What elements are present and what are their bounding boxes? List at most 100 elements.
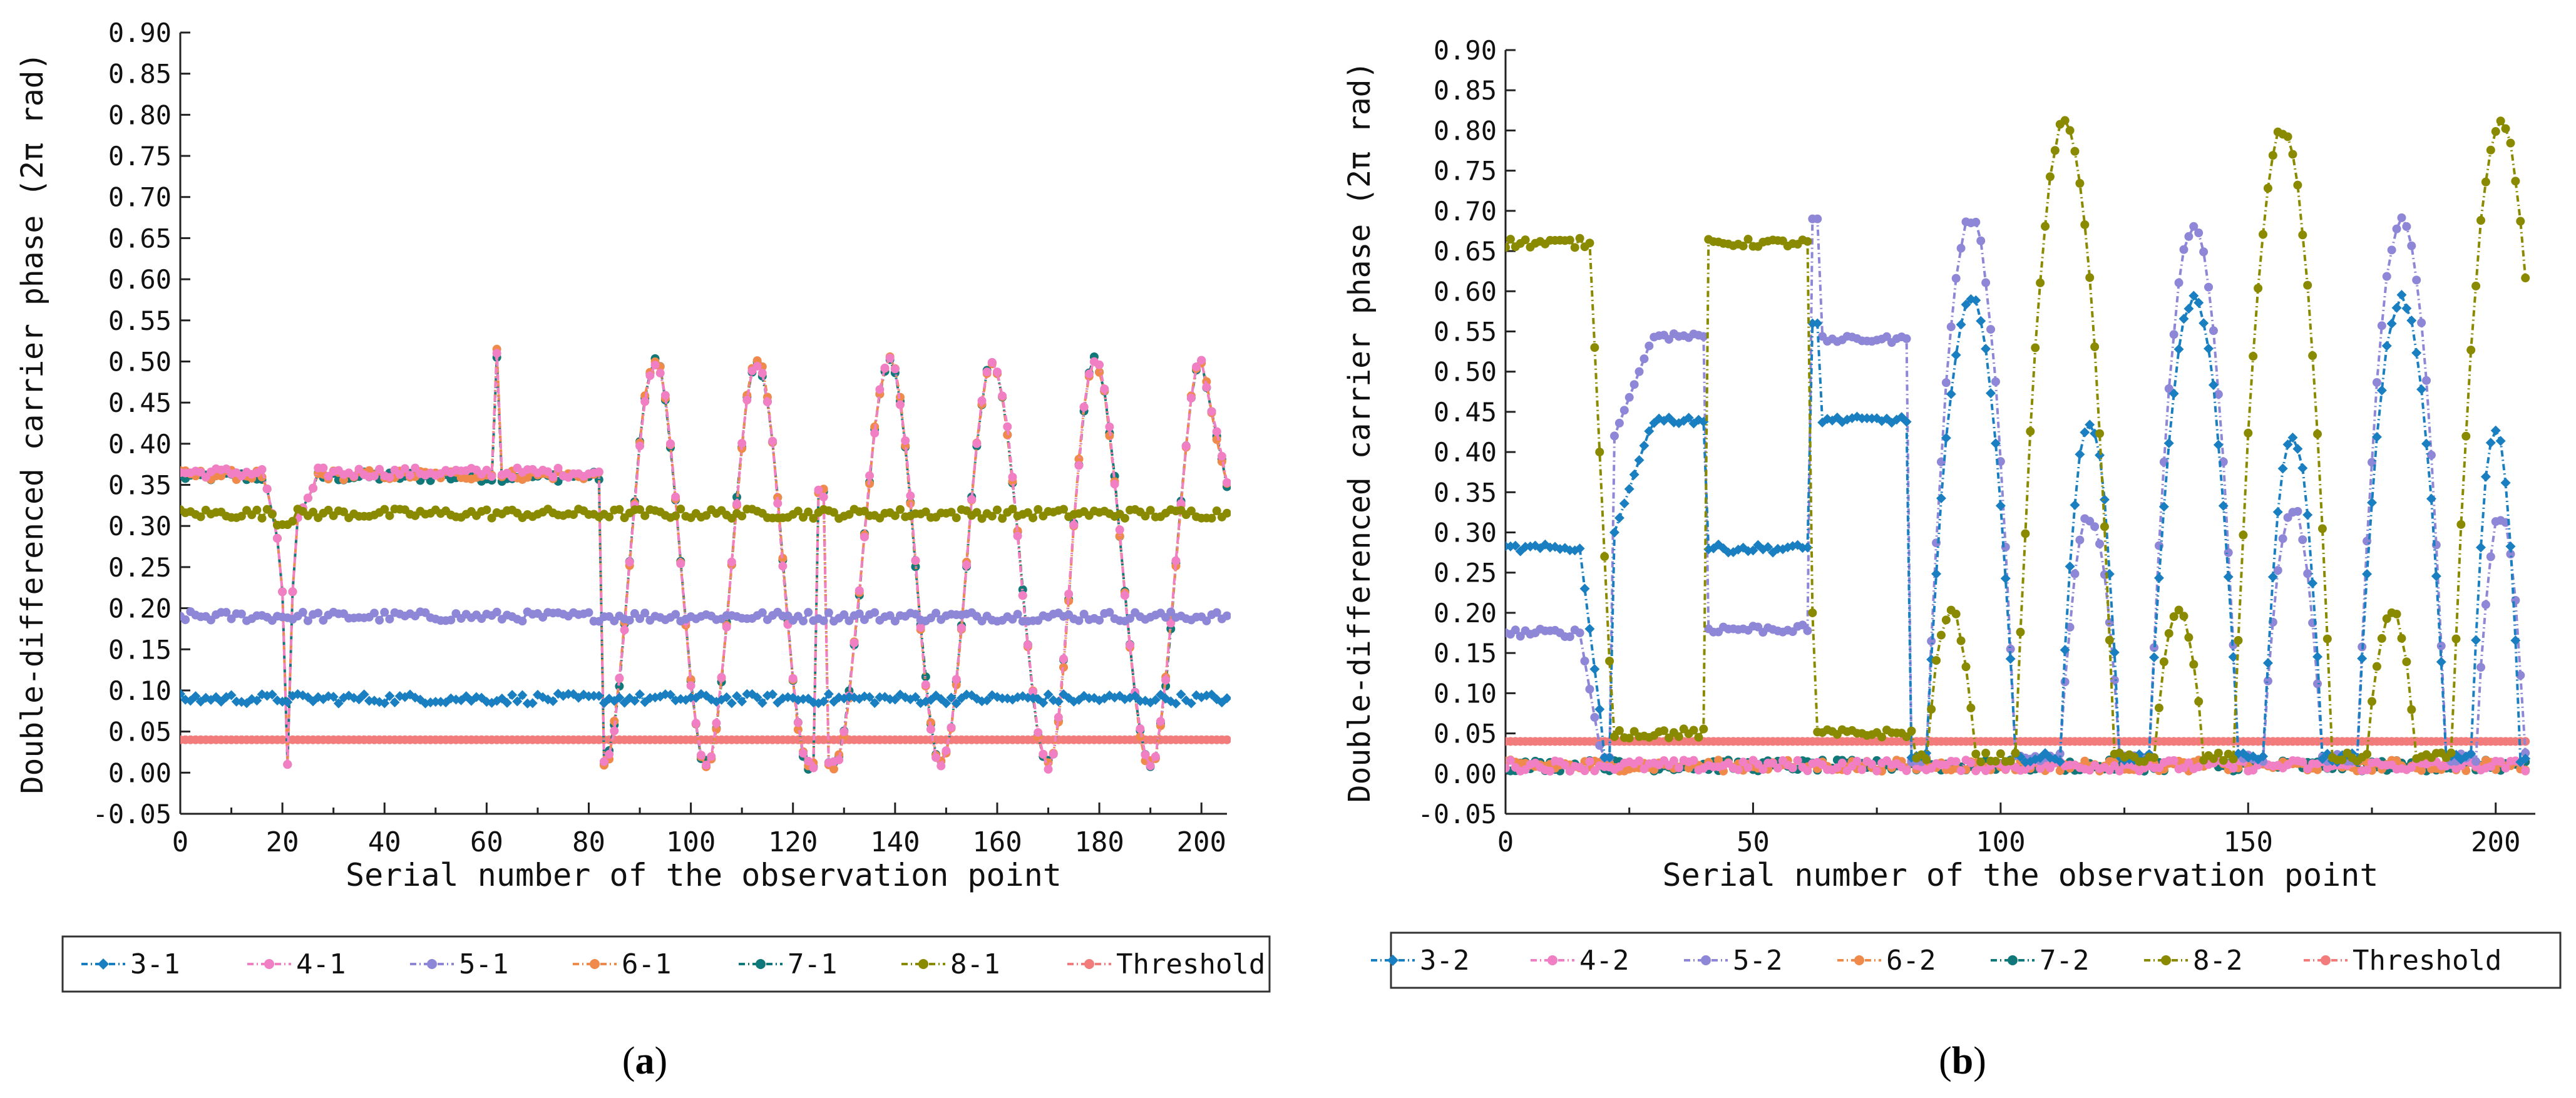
data-point — [2199, 247, 2209, 257]
data-point — [885, 611, 895, 620]
data-point — [2367, 497, 2378, 508]
data-point — [793, 506, 803, 516]
data-point — [588, 690, 599, 701]
y-tick-label: -0.05 — [93, 799, 172, 829]
data-point — [1590, 343, 1599, 352]
data-point — [2417, 318, 2426, 327]
series-5-1 — [180, 607, 1231, 626]
data-point — [640, 511, 650, 520]
data-point — [1186, 506, 1196, 516]
data-point — [1506, 243, 1510, 252]
data-point — [584, 608, 593, 617]
data-point — [737, 439, 747, 448]
data-point — [2153, 573, 2164, 583]
series-4-1 — [180, 349, 1231, 774]
data-point — [1565, 235, 1574, 245]
data-point — [1584, 623, 1595, 634]
data-point — [2407, 705, 2416, 714]
data-point — [2189, 222, 2199, 231]
y-tick-label: 0.45 — [108, 387, 172, 418]
data-point — [411, 463, 420, 473]
data-point — [2431, 571, 2441, 582]
data-point — [1018, 591, 1027, 600]
data-point — [2085, 273, 2095, 282]
data-point — [757, 369, 767, 378]
data-point — [1575, 233, 1584, 243]
data-point — [1803, 626, 1812, 635]
data-point — [319, 463, 328, 473]
data-point — [2363, 765, 2372, 774]
data-point — [2451, 634, 2461, 644]
data-point — [2416, 384, 2427, 395]
data-point — [1624, 484, 1634, 495]
data-point — [2298, 230, 2307, 240]
data-point — [492, 349, 501, 358]
data-point — [2313, 765, 2322, 774]
data-point — [2204, 343, 2214, 354]
data-point — [2466, 346, 2476, 355]
data-point — [1171, 556, 1181, 565]
data-point — [849, 638, 859, 647]
data-point — [1971, 295, 1981, 305]
data-point — [1674, 732, 1683, 741]
data-point — [1951, 609, 1961, 618]
data-point — [890, 617, 900, 626]
data-point — [1585, 757, 1594, 766]
data-point — [2500, 478, 2511, 488]
data-point — [2506, 138, 2515, 148]
data-point — [2036, 278, 2045, 287]
data-point — [2194, 762, 2204, 772]
data-point — [181, 615, 190, 625]
data-point — [2298, 535, 2307, 545]
data-point — [2496, 757, 2505, 766]
x-tick-label: 100 — [666, 826, 716, 858]
data-point — [1936, 630, 1946, 640]
series-3-2 — [1506, 289, 2531, 767]
legend-item: 3-2 — [1371, 945, 1469, 977]
data-point — [2412, 275, 2421, 285]
data-point — [1941, 615, 1951, 625]
data-point — [1595, 741, 1604, 750]
data-point — [2386, 319, 2397, 329]
data-point — [2194, 228, 2204, 238]
data-point — [2490, 425, 2501, 436]
data-point — [2065, 126, 2075, 135]
data-point — [2516, 217, 2525, 226]
data-point — [1758, 765, 1768, 774]
data-point — [1803, 237, 1812, 246]
data-point — [972, 508, 982, 517]
data-point — [2213, 439, 2224, 450]
data-point — [2402, 222, 2411, 231]
data-point — [1936, 493, 1946, 503]
data-point — [2267, 572, 2278, 582]
x-tick-label: 40 — [368, 826, 401, 858]
series-6-1 — [180, 344, 1231, 774]
data-point — [1212, 506, 1221, 516]
data-point — [1039, 749, 1048, 759]
data-point — [635, 505, 645, 514]
data-point — [328, 692, 339, 702]
data-point — [2491, 127, 2500, 136]
data-point — [2026, 427, 2035, 436]
data-point — [2095, 539, 2105, 548]
data-point — [252, 695, 262, 706]
data-point — [1634, 454, 1645, 465]
data-point — [2168, 388, 2179, 399]
data-point — [1624, 393, 1634, 402]
data-point — [262, 485, 272, 494]
legend-label: 5-2 — [1733, 945, 1782, 977]
data-point — [2006, 756, 2015, 766]
data-point — [2521, 274, 2530, 283]
data-point — [1079, 403, 1089, 412]
data-point — [1996, 749, 2005, 759]
data-point — [998, 391, 1007, 401]
data-point — [2368, 697, 2377, 706]
data-point — [1699, 332, 1708, 341]
data-point — [1043, 689, 1054, 700]
data-point — [1674, 763, 1683, 772]
data-point — [1699, 724, 1708, 734]
legend-label: Threshold — [2353, 945, 2502, 977]
x-tick-label: 20 — [266, 826, 299, 858]
data-point — [2214, 389, 2223, 399]
data-point — [2000, 573, 2011, 584]
